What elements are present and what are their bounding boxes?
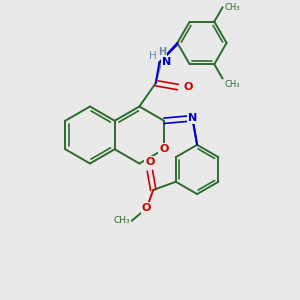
Text: CH₃: CH₃ xyxy=(224,80,239,89)
Text: O: O xyxy=(183,82,193,92)
Text: N: N xyxy=(162,58,171,68)
Text: O: O xyxy=(145,157,154,167)
Text: CH₃: CH₃ xyxy=(224,3,239,12)
Text: H: H xyxy=(149,51,157,61)
Text: O: O xyxy=(159,144,169,154)
Text: O: O xyxy=(142,203,151,213)
Text: H: H xyxy=(158,47,166,57)
Text: N: N xyxy=(188,113,197,123)
Text: CH₃: CH₃ xyxy=(113,216,130,225)
